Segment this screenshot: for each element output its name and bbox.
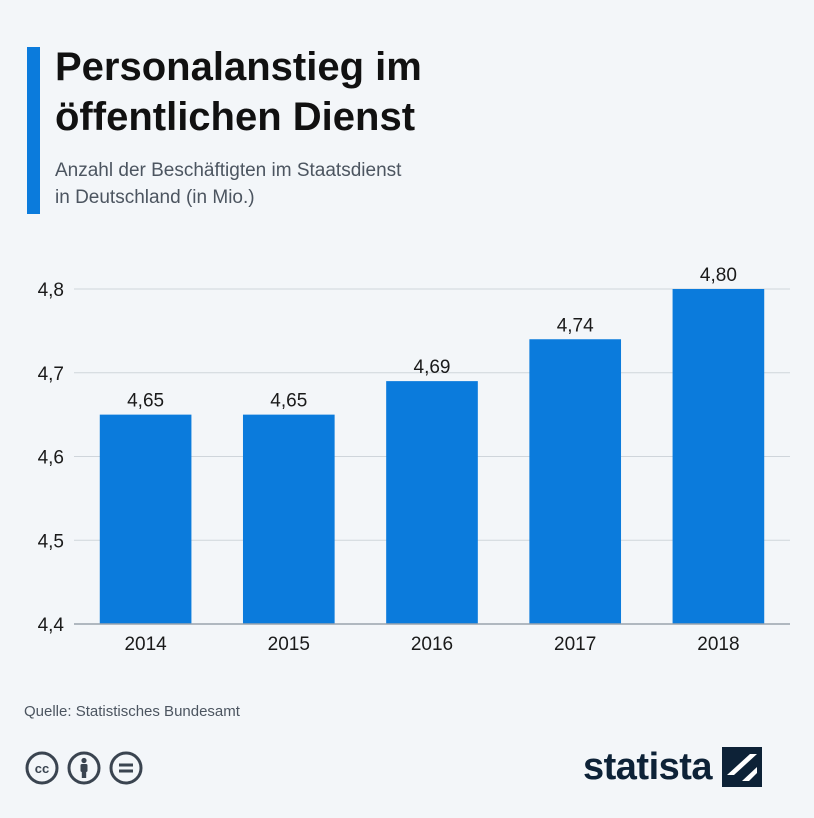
bar	[672, 289, 765, 624]
chart-subtitle: Anzahl der Beschäftigten im Staatsdienst…	[55, 160, 402, 208]
y-tick-label: 4,7	[38, 364, 64, 385]
x-tick-label: 2016	[411, 634, 453, 655]
no-derivatives-equals-icon[interactable]	[108, 750, 144, 786]
attribution-person-icon[interactable]	[66, 750, 102, 786]
brand-wordmark: statista	[583, 746, 713, 788]
y-tick-label: 4,6	[38, 448, 64, 469]
license-icons: cc	[24, 750, 144, 786]
cc-icon[interactable]: cc	[24, 750, 60, 786]
bar	[386, 381, 478, 624]
y-tick-label: 4,8	[38, 280, 64, 301]
x-tick-label: 2017	[554, 634, 596, 655]
statista-logo[interactable]: statista	[583, 742, 764, 792]
bar	[242, 414, 335, 624]
data-label: 4,74	[557, 315, 594, 336]
bar	[529, 339, 622, 624]
bar-chart: 4,4 4,5 4,6 4,7 4,8 4,65 2014 4,65 2015 4,69 2016 4…	[38, 265, 790, 655]
svg-text:cc: cc	[35, 761, 49, 776]
source-note: Quelle: Statistisches Bundesamt	[24, 703, 240, 720]
x-tick-label: 2014	[124, 634, 167, 655]
chart-title: Personalanstieg im öffentlichen Dienst	[55, 45, 422, 139]
x-tick-label: 2015	[268, 634, 310, 655]
y-tick-label: 4,4	[38, 615, 65, 636]
statista-mark-icon	[722, 747, 763, 787]
x-tick-label: 2018	[697, 634, 739, 655]
data-label: 4,65	[270, 391, 307, 412]
bar	[99, 414, 192, 624]
y-tick-label: 4,5	[38, 531, 64, 552]
data-label: 4,80	[700, 265, 737, 286]
title-accent-bar	[27, 47, 40, 214]
data-label: 4,69	[414, 357, 451, 378]
data-label: 4,65	[127, 391, 164, 412]
